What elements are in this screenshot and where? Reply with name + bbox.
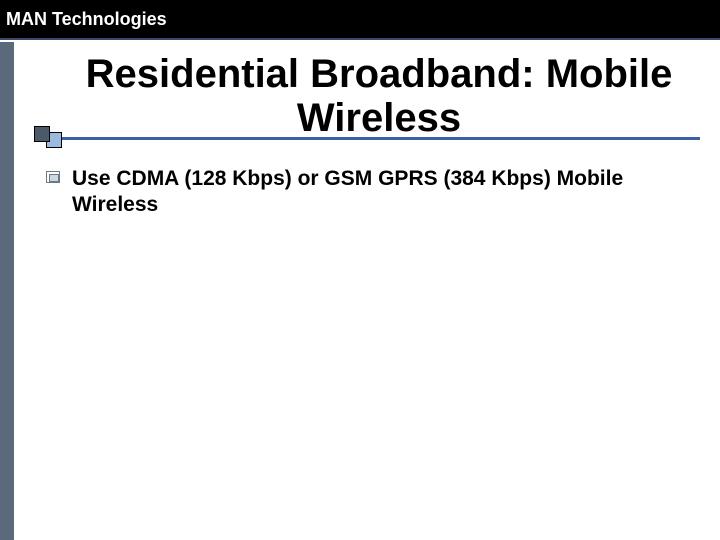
bullet-list: Use CDMA (128 Kbps) or GSM GPRS (384 Kbp… [14,166,720,219]
list-item: Use CDMA (128 Kbps) or GSM GPRS (384 Kbp… [46,166,690,219]
slide-title: Residential Broadband: Mobile Wireless [58,52,700,146]
decor-square-back [34,126,50,142]
title-area: Residential Broadband: Mobile Wireless [14,52,720,146]
header-title: MAN Technologies [6,9,167,30]
title-decor-squares [34,126,62,148]
left-stripe [0,42,14,540]
bullet-text: Use CDMA (128 Kbps) or GSM GPRS (384 Kbp… [72,166,690,219]
title-underline [58,137,700,140]
slide-content: Residential Broadband: Mobile Wireless U… [14,42,720,227]
bullet-icon [46,171,62,185]
header-bar: MAN Technologies [0,0,720,40]
